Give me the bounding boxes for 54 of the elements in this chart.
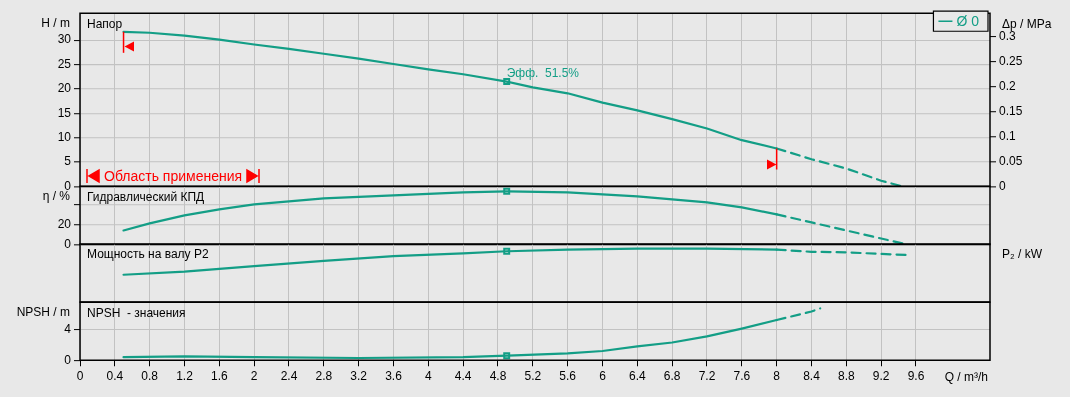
y-tick-label: 25 bbox=[57, 56, 72, 71]
y2-tick-label: 0.05 bbox=[999, 153, 1023, 168]
annotation: Эфф. 51.5% bbox=[506, 65, 580, 80]
x-tick-label: 6 bbox=[599, 368, 607, 383]
y2-tick-label: 0.3 bbox=[999, 28, 1016, 43]
x-tick-label: 2.8 bbox=[315, 368, 333, 383]
y-tick-label: 10 bbox=[57, 129, 72, 144]
y-axis-title: NPSH / m bbox=[16, 304, 70, 319]
chart-title: Мощность на валу P2 bbox=[87, 247, 209, 262]
x-tick-label: 4.8 bbox=[489, 368, 507, 383]
x-tick-label: 8.8 bbox=[837, 368, 855, 383]
chart-title: NPSH - значения bbox=[87, 305, 186, 320]
x-tick-label: 0.4 bbox=[106, 368, 124, 383]
x-tick-label: 0.8 bbox=[141, 368, 159, 383]
y2-tick-label: 0.25 bbox=[999, 53, 1023, 68]
x-tick-label: 2 bbox=[250, 368, 258, 383]
x-tick-label: 0 bbox=[76, 368, 84, 383]
x-tick-label: 5.6 bbox=[559, 368, 577, 383]
x-tick-label: 1.2 bbox=[176, 368, 194, 383]
y2-tick-label: 0.1 bbox=[999, 128, 1016, 143]
y-tick-label: 20 bbox=[57, 216, 72, 231]
x-tick-label: 6.8 bbox=[663, 368, 681, 383]
x-tick-label: 3.2 bbox=[350, 368, 368, 383]
x-tick-label: 7.2 bbox=[698, 368, 716, 383]
y2-axis-title: P₂ / kW bbox=[1002, 247, 1043, 262]
y-tick-label: 15 bbox=[57, 105, 72, 120]
x-axis-title: Q / m³/h bbox=[944, 369, 988, 384]
x-tick-label: 2.4 bbox=[280, 368, 298, 383]
y-tick-label: 4 bbox=[64, 321, 72, 336]
x-tick-label: 7.6 bbox=[733, 368, 751, 383]
y2-axis-title: Δp / MPa bbox=[1002, 16, 1052, 31]
chart-title: Гидравлический КПД bbox=[87, 189, 205, 204]
y2-tick-label: 0.15 bbox=[999, 103, 1023, 118]
y2-tick-label: 0 bbox=[999, 178, 1006, 193]
x-tick-label: 1.6 bbox=[210, 368, 228, 383]
x-tick-label: 4.4 bbox=[454, 368, 472, 383]
y-tick-label: 30 bbox=[57, 32, 72, 47]
legend-label: Ø 0 bbox=[956, 12, 980, 29]
y-tick-label: 0 bbox=[64, 236, 72, 251]
y2-tick-label: 0.2 bbox=[999, 78, 1016, 93]
y-tick-label: 0 bbox=[64, 352, 72, 367]
x-tick-label: 8 bbox=[773, 368, 781, 383]
x-tick-label: 9.2 bbox=[872, 368, 890, 383]
y-tick-label: 5 bbox=[64, 154, 72, 169]
x-tick-label: 4 bbox=[424, 368, 432, 383]
x-tick-label: 9.6 bbox=[907, 368, 925, 383]
x-tick-label: 6.4 bbox=[628, 368, 646, 383]
annotation: Область применения bbox=[104, 167, 243, 184]
chart-title: Напор bbox=[87, 16, 123, 31]
x-tick-label: 8.4 bbox=[803, 368, 821, 383]
y-tick-label: 20 bbox=[57, 81, 72, 96]
x-tick-label: 5.2 bbox=[524, 368, 542, 383]
y-axis-title: H / m bbox=[41, 15, 70, 30]
x-tick-label: 3.6 bbox=[385, 368, 403, 383]
